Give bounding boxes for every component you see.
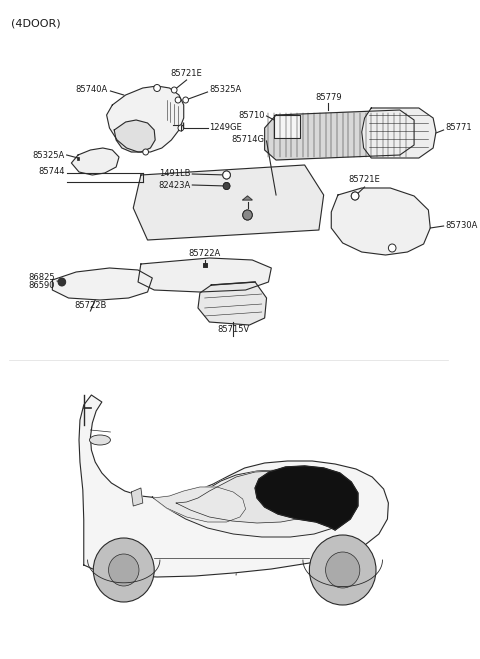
Polygon shape (107, 86, 184, 152)
Circle shape (93, 538, 154, 602)
Polygon shape (114, 120, 155, 152)
Text: 85740A: 85740A (75, 86, 108, 94)
Text: 85744: 85744 (38, 167, 65, 177)
Text: 85710: 85710 (238, 111, 264, 119)
Text: (4DOOR): (4DOOR) (12, 18, 61, 28)
Circle shape (223, 183, 230, 190)
Polygon shape (255, 466, 358, 530)
Circle shape (223, 171, 230, 179)
Circle shape (223, 171, 230, 179)
Circle shape (351, 192, 359, 200)
Text: 85722A: 85722A (189, 250, 221, 258)
Text: 85722B: 85722B (74, 301, 107, 310)
Text: 1249GE: 1249GE (209, 123, 242, 132)
Text: 85771: 85771 (445, 123, 472, 132)
Circle shape (223, 183, 230, 190)
Polygon shape (274, 115, 300, 138)
Circle shape (183, 97, 189, 103)
Polygon shape (153, 487, 246, 522)
Circle shape (58, 278, 66, 286)
Bar (77, 156, 80, 159)
Circle shape (171, 87, 177, 93)
Polygon shape (362, 108, 436, 158)
Text: 85714G: 85714G (232, 136, 264, 144)
Circle shape (108, 554, 139, 586)
Text: 86590: 86590 (29, 281, 55, 289)
Text: 1491LB: 1491LB (159, 169, 191, 177)
Text: 85721E: 85721E (348, 175, 381, 185)
Polygon shape (152, 470, 357, 537)
Text: 85730A: 85730A (445, 221, 478, 229)
Polygon shape (331, 188, 430, 255)
Polygon shape (138, 258, 271, 292)
Polygon shape (243, 196, 252, 200)
Circle shape (143, 149, 148, 155)
Circle shape (310, 535, 376, 605)
Polygon shape (176, 471, 333, 523)
Circle shape (154, 84, 160, 92)
Polygon shape (52, 268, 152, 300)
Polygon shape (133, 165, 324, 240)
Polygon shape (198, 282, 266, 325)
Text: 85721E: 85721E (171, 69, 203, 78)
Polygon shape (72, 148, 119, 175)
Polygon shape (264, 110, 414, 160)
Bar (203, 263, 206, 267)
Bar (203, 263, 206, 267)
Text: 86825: 86825 (29, 273, 55, 283)
Text: 82423A: 82423A (158, 181, 191, 190)
Circle shape (388, 244, 396, 252)
Circle shape (243, 210, 252, 220)
Circle shape (351, 192, 359, 200)
Text: 85325A: 85325A (33, 150, 65, 159)
Text: 85325A: 85325A (209, 86, 241, 94)
Text: 85715V: 85715V (217, 326, 249, 335)
Circle shape (178, 125, 184, 131)
Ellipse shape (89, 435, 110, 445)
Circle shape (243, 210, 252, 220)
Circle shape (325, 552, 360, 588)
Circle shape (175, 97, 181, 103)
Polygon shape (79, 395, 388, 577)
Polygon shape (132, 488, 143, 506)
Text: 85779: 85779 (315, 92, 342, 101)
